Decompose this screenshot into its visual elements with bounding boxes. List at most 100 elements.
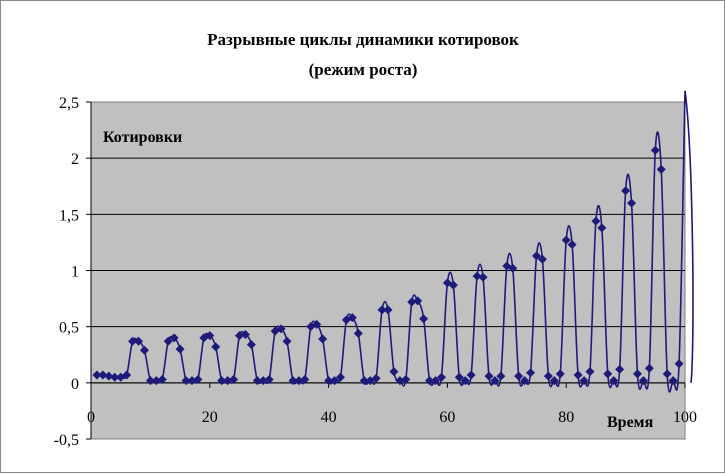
data-point [211, 342, 221, 352]
x-tick-label: 60 [439, 409, 455, 426]
data-point [621, 186, 631, 196]
data-point [656, 164, 666, 174]
data-point [98, 370, 108, 380]
data-point [359, 376, 369, 386]
data-point [448, 280, 458, 290]
data-point [229, 374, 239, 384]
y-tick-label: 0,5 [59, 320, 79, 337]
data-point [128, 336, 138, 346]
data-point [478, 272, 488, 282]
data-point [217, 376, 227, 386]
data-point [181, 376, 191, 386]
data-point [371, 373, 381, 383]
data-point [638, 376, 648, 386]
data-point [514, 371, 524, 381]
data-point [157, 374, 167, 384]
data-point [632, 369, 642, 379]
data-point [347, 313, 357, 323]
y-tick-label: 2 [71, 151, 79, 168]
data-point [205, 331, 215, 341]
data-point [419, 314, 429, 324]
data-point [223, 376, 233, 386]
data-point [561, 235, 571, 245]
data-point [175, 344, 185, 354]
data-point [187, 376, 197, 386]
data-point [662, 369, 672, 379]
data-point [324, 376, 334, 386]
data-point [407, 297, 417, 307]
x-tick-label: 20 [202, 409, 218, 426]
data-point [520, 376, 530, 386]
x-tick-label: 100 [673, 409, 697, 426]
data-point [139, 345, 149, 355]
data-point [395, 376, 405, 386]
data-point [436, 372, 446, 382]
tick-labels: 2,5 2 1,5 1 0,5 0 -0,5 0 20 40 60 80 100 [54, 95, 697, 449]
y-tick-label: 0 [71, 376, 79, 393]
data-point [122, 370, 132, 380]
data-point [252, 376, 262, 386]
chart-subtitle: (режим роста) [309, 60, 418, 79]
data-point [597, 223, 607, 233]
data-point [282, 336, 292, 346]
data-point [318, 334, 328, 344]
y-tick-label: -0,5 [54, 432, 79, 449]
data-point [567, 240, 577, 250]
data-point [246, 340, 256, 350]
data-point [312, 319, 322, 329]
data-point [591, 216, 601, 226]
data-point [300, 374, 310, 384]
data-point [496, 371, 506, 381]
data-point [460, 376, 470, 386]
data-point [573, 370, 583, 380]
data-point [193, 374, 203, 384]
data-point [472, 271, 482, 281]
data-point [294, 376, 304, 386]
data-point [383, 305, 393, 315]
x-axis-label: Время [607, 414, 654, 431]
data-point [377, 305, 387, 315]
data-point [401, 374, 411, 384]
data-point [609, 376, 619, 386]
y-tick-label: 1,5 [59, 207, 79, 224]
data-point [668, 376, 678, 386]
data-point [425, 376, 435, 386]
data-point [104, 371, 114, 381]
data-point [466, 370, 476, 380]
data-point [579, 376, 589, 386]
data-point [627, 198, 637, 208]
data-point [603, 369, 613, 379]
data-point [490, 376, 500, 386]
data-point [163, 336, 173, 346]
data-point [353, 328, 363, 338]
data-point [674, 359, 684, 369]
data-point [110, 372, 120, 382]
x-tick-label: 0 [87, 409, 95, 426]
data-point [92, 370, 102, 380]
data-point [145, 376, 155, 386]
data-point [169, 333, 179, 343]
data-point [537, 254, 547, 264]
data-point [484, 371, 494, 381]
data-point [240, 330, 250, 340]
y-axis-label: Котировки [103, 129, 182, 146]
x-tick-label: 40 [321, 409, 337, 426]
data-point [134, 336, 144, 346]
data-point [644, 363, 654, 373]
y-tick-label: 2,5 [59, 95, 79, 112]
y-tick-label: 1 [71, 264, 79, 281]
data-point [526, 368, 536, 378]
data-point [508, 263, 518, 273]
data-point [555, 369, 565, 379]
data-point [389, 367, 399, 377]
data-point [235, 331, 244, 341]
data-point [330, 376, 340, 386]
data-series [92, 90, 694, 393]
data-point [532, 251, 541, 261]
data-point [454, 372, 464, 382]
data-point [650, 145, 660, 155]
data-point [151, 376, 161, 386]
data-point [585, 367, 595, 377]
